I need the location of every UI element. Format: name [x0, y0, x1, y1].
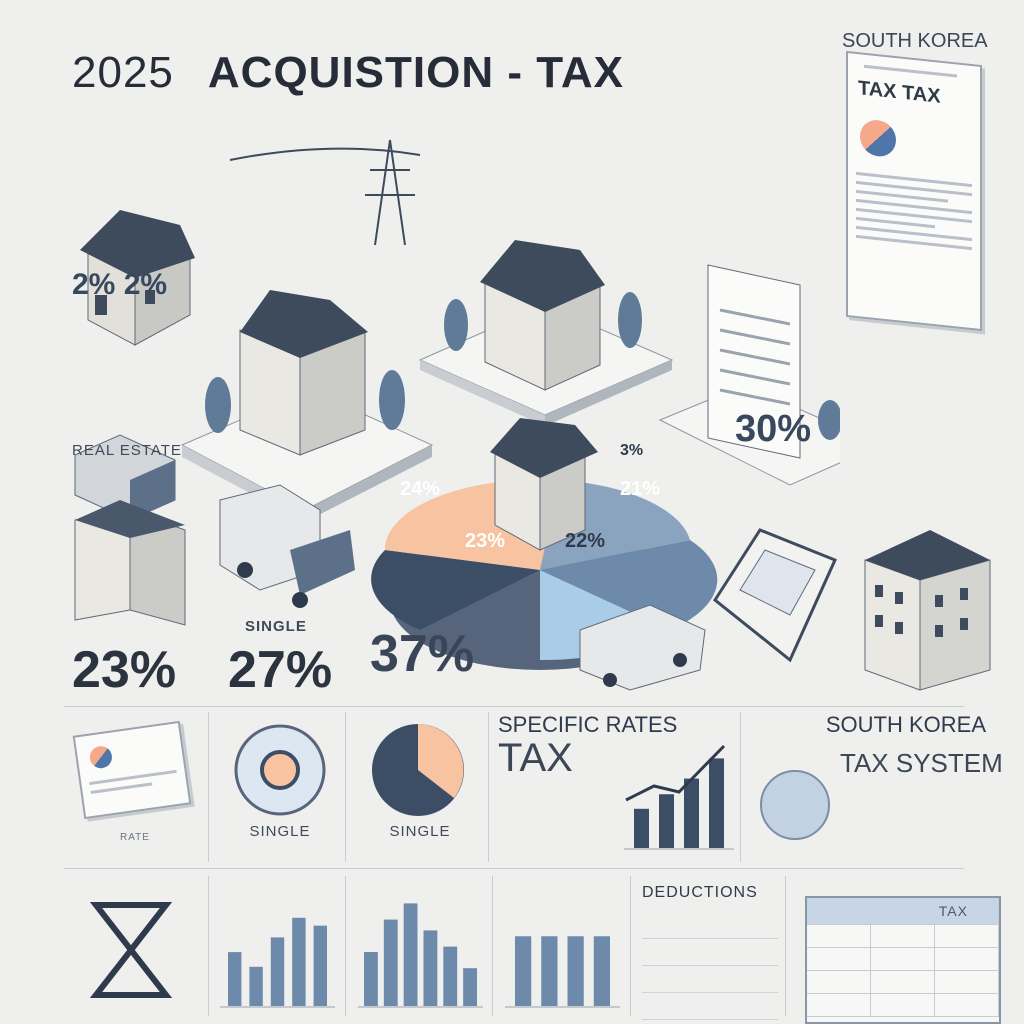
tax-system-label: TAX SYSTEM [840, 748, 1003, 778]
table-row [807, 925, 999, 948]
emblem-icon [88, 744, 114, 770]
vdiv-3 [488, 712, 489, 862]
chart-bar [463, 968, 477, 1006]
vdiv-2 [345, 712, 346, 862]
apartment-platform [180, 290, 434, 522]
specific-rates-label: SPECIFIC RATES [498, 712, 678, 737]
doc-header-lines [856, 64, 972, 79]
van-icon [219, 484, 355, 608]
vdiv-6 [345, 876, 346, 1016]
divider-1 [64, 706, 964, 707]
pie-label-1: 24% [400, 478, 441, 500]
office-building-icon [74, 500, 186, 626]
coin-icon [234, 724, 326, 816]
chart-bar [364, 952, 378, 1006]
list-item [642, 993, 778, 1020]
table-header-row: TAX [807, 898, 999, 925]
vdiv-1 [208, 712, 209, 862]
deductions-label: DEDUCTIONS [642, 884, 758, 901]
power-tower-icon [229, 139, 421, 246]
stat-single-label: SINGLE [245, 618, 307, 635]
table-row [807, 994, 999, 1017]
list-item [642, 966, 778, 993]
vdiv-9 [785, 876, 786, 1016]
list-item [642, 939, 778, 966]
chart-bar [541, 936, 558, 1006]
title-year: 2025 [72, 48, 174, 97]
stat-pct-2: 27% [228, 641, 333, 699]
stat-pct-1: 23% [72, 641, 177, 699]
vdiv-7 [492, 876, 493, 1016]
chart-bar [709, 758, 724, 848]
chart-bar [634, 808, 649, 848]
panel-tax-system: SOUTH KOREA TAX SYSTEM [750, 712, 1010, 862]
real-estate-label: REAL ESTATE [72, 442, 182, 459]
pie-chart [371, 418, 718, 670]
list-item [642, 912, 778, 939]
chart-bar [270, 937, 285, 1006]
korea-emblem-icon [860, 118, 896, 159]
chart-bar [515, 936, 532, 1006]
chart-bar [228, 952, 242, 1006]
pie-label-2: 3% [620, 442, 644, 459]
trend-arrow-icon [625, 744, 726, 802]
document-platform [658, 264, 840, 486]
vdiv-8 [630, 876, 631, 1016]
bar-chart-a [220, 917, 335, 1008]
table-row [807, 948, 999, 971]
sk-label: SOUTH KOREA [825, 712, 986, 737]
pie-label-3: 21% [620, 478, 661, 500]
pie-label-4: 23% [465, 530, 506, 552]
vdiv-5 [208, 876, 209, 1016]
doc-title: TAX TAX [858, 77, 941, 108]
apartment-right-icon [864, 530, 991, 691]
divider-2 [64, 868, 964, 869]
chart-bar [443, 946, 458, 1006]
tax-big-label: TAX [498, 736, 573, 780]
calculator-icon [713, 528, 838, 663]
chart-bar [403, 903, 418, 1006]
growth-bar-chart [624, 744, 734, 850]
panel-rate: RATE [70, 718, 200, 858]
chart-bar [593, 936, 610, 1006]
real-estate-illustration [74, 139, 840, 691]
chart-bar [383, 919, 398, 1006]
truck-icon [74, 434, 176, 521]
mini-pie-chart [372, 724, 464, 816]
left-percentage: 2% 2% [72, 268, 168, 301]
hourglass-icon [89, 902, 173, 998]
chart-bar [567, 936, 584, 1006]
table-header: TAX [807, 898, 999, 924]
panel-single-2: SINGLE [360, 718, 480, 858]
chart-bar [292, 917, 306, 1006]
title-text: ACQUISTION - TAX [207, 48, 624, 97]
rate-document-icon [72, 720, 192, 820]
panel-single-1: SINGLE [220, 718, 340, 858]
house-platform-center [418, 240, 674, 426]
rate-label: RATE [120, 832, 150, 843]
single-label-1: SINGLE [249, 823, 311, 840]
country-label-top: SOUTH KOREA [842, 30, 988, 52]
chart-bar [684, 778, 699, 848]
chart-bar [313, 925, 327, 1006]
stat-pct-3: 37% [370, 625, 475, 683]
house-icon [80, 210, 195, 346]
chart-bar [659, 794, 674, 848]
chart-bar [423, 930, 438, 1006]
tax-table: TAX [805, 896, 1001, 1024]
tax-coin-icon [760, 770, 830, 840]
table-row [807, 971, 999, 994]
right-percentage: 30% [735, 408, 812, 450]
chart-bar [249, 966, 263, 1006]
single-label-2: SINGLE [389, 823, 451, 840]
tax-document-top-right: TAX TAX [846, 50, 982, 332]
panel-deductions: DEDUCTIONS [642, 884, 778, 1020]
panel-specific-rates: SPECIFIC RATES TAX [498, 712, 738, 862]
bar-chart-b [358, 903, 483, 1008]
page-title: 2025 ACQUISTION - TAX [72, 48, 624, 98]
delivery-van-icon [579, 604, 706, 691]
bar-chart-c [505, 936, 620, 1008]
pie-label-5: 22% [565, 530, 606, 552]
vdiv-4 [740, 712, 741, 862]
